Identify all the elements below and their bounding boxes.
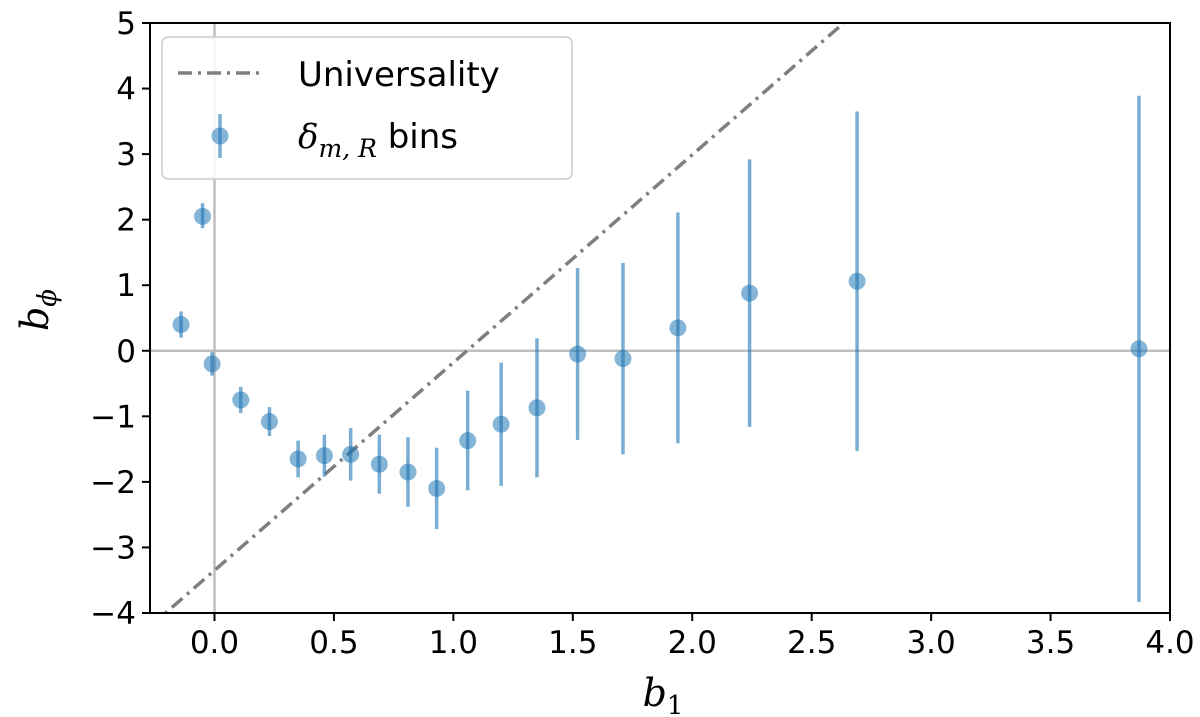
- legend-box: [161, 36, 573, 180]
- y-tick-label-0: −4: [90, 596, 136, 632]
- bin-marker-13: [492, 415, 510, 433]
- legend-bins-dot: [211, 127, 229, 145]
- bin-point-7: [315, 434, 333, 477]
- x-axis-label: b1: [643, 671, 684, 717]
- y-tick-label-1: −3: [90, 530, 136, 566]
- bin-marker-18: [741, 284, 759, 302]
- bin-marker-15: [569, 345, 587, 363]
- legend-universality-label: Universality: [298, 55, 500, 95]
- bin-point-10: [399, 437, 417, 507]
- bin-marker-3: [203, 355, 221, 373]
- bin-point-13: [492, 362, 510, 486]
- bin-marker-11: [428, 479, 446, 497]
- bin-marker-19: [848, 272, 866, 290]
- bin-point-12: [459, 390, 477, 491]
- bin-point-15: [569, 268, 587, 440]
- bin-point-9: [370, 434, 388, 494]
- axis-ticks: 0.0 0.5 1.0 1.5 2.0 2.5 3.0 3.5 4.0 −4 −3 −2 −1 0 1 2 3 4…: [90, 6, 1194, 661]
- bin-point-4: [232, 386, 250, 414]
- x-tick-label-4: 2.0: [668, 625, 717, 661]
- legend-bins-marker: [211, 114, 229, 158]
- y-axis-label: bϕ: [13, 289, 63, 331]
- universality-line: [162, 23, 847, 613]
- x-tick-label-6: 3.0: [906, 625, 955, 661]
- bin-marker-12: [459, 432, 477, 450]
- bin-point-5: [260, 407, 278, 436]
- y-tick-label-9: 5: [116, 6, 136, 42]
- bin-marker-5: [260, 413, 278, 431]
- y-tick-label-6: 2: [116, 203, 136, 239]
- bin-marker-14: [528, 399, 546, 417]
- bin-point-1: [172, 311, 190, 338]
- bin-point-8: [342, 428, 360, 481]
- bin-marker-20: [1130, 340, 1148, 358]
- y-tick-label-7: 3: [116, 137, 136, 173]
- bin-point-11: [428, 447, 446, 530]
- y-tick-label-5: 1: [116, 268, 136, 304]
- bin-point-16: [614, 262, 632, 455]
- bin-point-3: [203, 352, 221, 376]
- x-tick-label-1: 0.5: [309, 625, 358, 661]
- y-tick-label-8: 4: [116, 72, 136, 108]
- axes-frame: [149, 22, 1171, 614]
- bin-marker-17: [669, 319, 687, 337]
- y-tick-label-2: −2: [90, 465, 136, 501]
- legend-bins-label: δm, R bins: [298, 117, 458, 163]
- bin-marker-8: [342, 445, 360, 463]
- bin-marker-6: [289, 450, 307, 468]
- x-tick-label-7: 3.5: [1026, 625, 1075, 661]
- bin-point-2: [194, 203, 212, 229]
- bin-marker-7: [315, 447, 333, 465]
- bin-point-6: [289, 440, 307, 478]
- bin-marker-4: [232, 391, 250, 409]
- plot-area: [162, 23, 1148, 613]
- x-axis-label-subscript: 1: [667, 691, 684, 717]
- bin-point-20: [1130, 95, 1148, 602]
- x-tick-label-3: 1.5: [548, 625, 597, 661]
- bin-marker-2: [194, 207, 212, 225]
- legend: Universality δm, R bins: [161, 36, 573, 180]
- bin-marker-9: [370, 455, 388, 473]
- bin-marker-1: [172, 316, 190, 334]
- bin-point-19: [848, 111, 866, 452]
- y-axis-label-subscript: ϕ: [33, 289, 63, 307]
- y-tick-label-4: 0: [116, 334, 136, 370]
- x-tick-label-2: 1.0: [429, 625, 478, 661]
- x-tick-label-0: 0.0: [190, 625, 239, 661]
- bin-point-18: [741, 159, 759, 427]
- x-tick-label-8: 4.0: [1145, 625, 1194, 661]
- bin-point-14: [528, 338, 546, 478]
- bin-marker-10: [399, 463, 417, 481]
- bin-marker-16: [614, 350, 632, 368]
- bin-point-17: [669, 212, 687, 444]
- y-tick-label-3: −1: [90, 399, 136, 435]
- x-tick-label-5: 2.5: [787, 625, 836, 661]
